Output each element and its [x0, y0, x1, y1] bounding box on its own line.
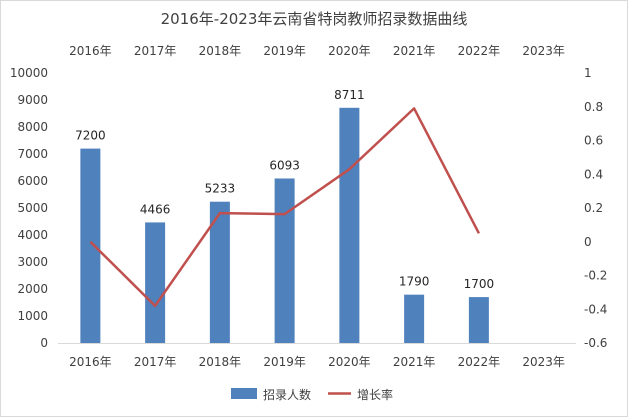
x-tick-label-top: 2023年: [522, 44, 565, 58]
y-right-tick-label: 1: [584, 66, 592, 80]
bar: [80, 148, 101, 343]
x-tick-label-top: 2020年: [328, 44, 371, 58]
x-tick-label-top: 2022年: [458, 44, 501, 58]
x-tick-label-bottom: 2022年: [458, 355, 501, 369]
x-tick-label-top: 2016年: [69, 44, 112, 58]
bar: [339, 107, 360, 343]
bar-data-label: 6093: [269, 158, 300, 172]
bar-data-label: 4466: [140, 202, 171, 216]
x-tick-label-top: 2018年: [199, 44, 242, 58]
x-tick-label-top: 2017年: [134, 44, 177, 58]
bar: [145, 222, 166, 343]
bar-data-label: 8711: [334, 88, 365, 102]
y-left-tick-label: 5000: [17, 201, 48, 215]
chart-title: 2016年-2023年云南省特岗教师招录数据曲线: [161, 10, 468, 28]
x-tick-label-top: 2019年: [263, 44, 306, 58]
y-right-tick-label: -0.4: [584, 302, 607, 316]
y-left-tick-label: 6000: [17, 174, 48, 188]
y-left-tick-label: 4000: [17, 228, 48, 242]
bar: [209, 201, 230, 343]
y-left-tick-label: 2000: [17, 282, 48, 296]
y-right-tick-label: 0.4: [584, 167, 603, 181]
y-left-tick-label: 9000: [17, 93, 48, 107]
legend-swatch-bar: [231, 388, 257, 399]
axes: 0100020003000400050006000700080009000100…: [10, 44, 608, 369]
x-tick-label-bottom: 2016年: [69, 355, 112, 369]
y-right-tick-label: -0.6: [584, 336, 607, 350]
y-left-tick-label: 3000: [17, 255, 48, 269]
y-right-tick-label: 0: [584, 235, 592, 249]
bar-series: [80, 107, 489, 343]
legend-label-line: 增长率: [357, 387, 393, 402]
bar-data-label: 7200: [75, 129, 106, 143]
x-tick-label-bottom: 2023年: [522, 355, 565, 369]
y-left-tick-label: 7000: [17, 147, 48, 161]
data-labels: 7200 4466 5233 6093 8711 1790 1700: [75, 88, 494, 291]
y-right-tick-label: -0.2: [584, 269, 607, 283]
bar: [274, 178, 295, 343]
y-right-tick-label: 0.6: [584, 134, 603, 148]
bar-data-label: 1700: [464, 277, 495, 291]
legend-label-bar: 招录人数: [263, 387, 311, 402]
x-tick-label-bottom: 2017年: [134, 355, 177, 369]
y-left-tick-label: 8000: [17, 120, 48, 134]
y-left-tick-label: 0: [40, 336, 48, 350]
growth-rate-line: [89, 107, 481, 308]
legend: 招录人数 增长率: [231, 387, 393, 402]
line-series: [89, 107, 481, 308]
bar: [404, 294, 425, 343]
x-tick-label-top: 2021年: [393, 44, 436, 58]
x-tick-label-bottom: 2021年: [393, 355, 436, 369]
x-tick-label-bottom: 2018年: [199, 355, 242, 369]
y-right-tick-label: 0.8: [584, 100, 603, 114]
x-tick-label-bottom: 2019年: [263, 355, 306, 369]
bar: [468, 297, 489, 343]
x-tick-label-bottom: 2020年: [328, 355, 371, 369]
bar-data-label: 1790: [399, 275, 430, 289]
y-left-tick-label: 1000: [17, 309, 48, 323]
y-left-tick-label: 10000: [10, 66, 48, 80]
bar-data-label: 5233: [205, 182, 236, 196]
y-right-tick-label: 0.2: [584, 201, 603, 215]
